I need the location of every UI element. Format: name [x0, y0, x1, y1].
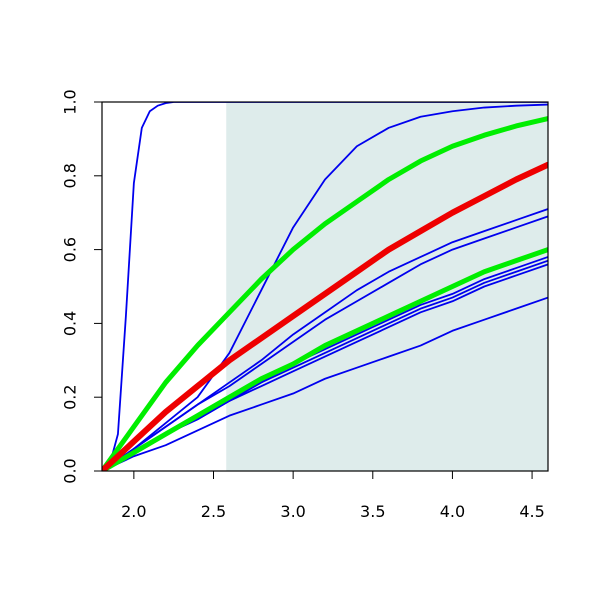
- y-tick-label: 0.8: [61, 163, 80, 188]
- green-series-line: [102, 116, 548, 471]
- y-tick-label: 0.2: [61, 384, 80, 409]
- shaded-region-layer: [226, 102, 548, 471]
- x-tick-label: 3.0: [280, 502, 305, 521]
- y-tick-label: 0.6: [61, 237, 80, 262]
- x-tick-label: 4.5: [519, 502, 544, 521]
- blue-series-line: [102, 296, 548, 471]
- x-tick-label: 3.5: [360, 502, 385, 521]
- blue-series-line: [102, 215, 548, 471]
- shaded-region: [226, 102, 548, 471]
- x-tick-label: 4.0: [440, 502, 465, 521]
- blue-series-line: [102, 103, 548, 471]
- y-tick-label: 1.0: [61, 89, 80, 114]
- y-tick-label: 0.4: [61, 311, 80, 336]
- y-tick-label: 0.0: [61, 458, 80, 483]
- blue-series-line: [102, 102, 548, 471]
- series-layer: [102, 102, 548, 471]
- plot-frame: [101, 101, 549, 472]
- red-series-line: [102, 161, 548, 471]
- x-tick-label: 2.5: [201, 502, 226, 521]
- x-tick-label: 2.0: [121, 502, 146, 521]
- green-series-line: [102, 247, 548, 471]
- axes-layer: 2.0 2.5 3.0 3.5 4.0 4.5 0.0 0.2 0.4 0.6 0.8 1.0: [61, 89, 549, 521]
